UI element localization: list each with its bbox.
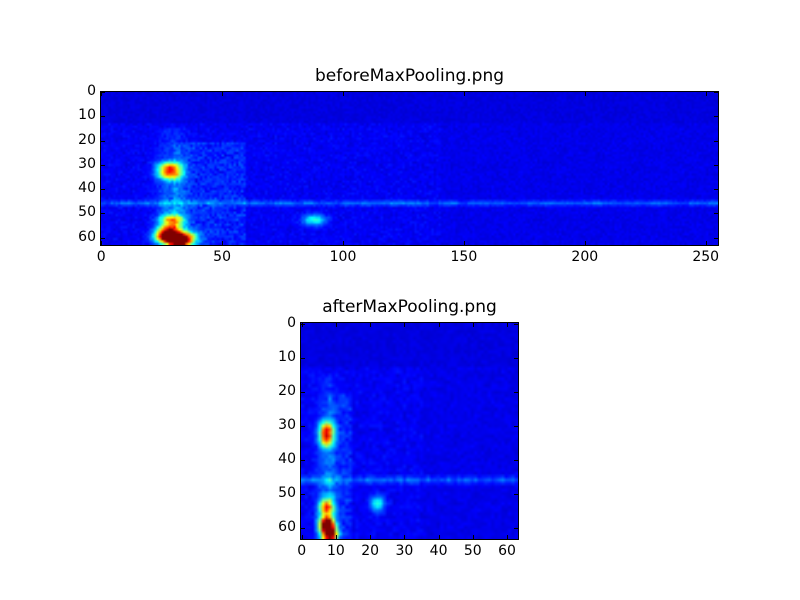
x-tick [335,535,337,540]
heatmap-axes-2 [300,322,519,540]
y-tick-label: 10 [78,107,96,124]
y-tick [714,213,719,215]
y-tick [714,164,719,166]
y-tick-label: 60 [78,228,96,245]
x-tick-label: 200 [571,249,599,265]
y-tick-label: 50 [78,204,96,221]
x-tick-label: 250 [692,249,720,265]
x-tick-label: 50 [463,543,482,559]
heatmap-axes-1 [100,91,719,246]
chart-title: afterMaxPooling.png [322,297,497,317]
x-tick [343,241,344,246]
x-tick [472,535,474,540]
y-tick [300,357,305,359]
x-tick-label: 40 [429,543,448,559]
y-tick [300,494,305,496]
y-tick [100,189,105,191]
x-tick-label: 10 [327,543,345,559]
y-tick [300,528,305,530]
y-tick [714,140,719,142]
x-tick [335,322,337,327]
y-tick [100,116,105,118]
y-tick [100,213,105,215]
x-tick [584,241,586,246]
y-tick-label: 60 [278,519,296,536]
x-tick [438,322,440,327]
x-tick-label: 60 [498,543,516,559]
x-tick [404,535,406,540]
y-tick [514,494,519,496]
y-tick-label: 0 [287,314,296,331]
y-tick [714,116,719,118]
x-tick-label: 0 [297,543,307,559]
y-tick [100,237,105,239]
x-tick [705,91,707,96]
y-tick-label: 30 [278,416,296,433]
x-tick [507,322,509,327]
y-tick [300,391,305,393]
y-tick [514,323,519,325]
x-tick [101,91,103,96]
x-tick [370,322,372,327]
y-tick [300,459,305,461]
y-tick [514,391,519,393]
x-tick-label: 150 [450,249,478,265]
y-tick [100,92,105,94]
y-tick [300,323,305,325]
x-tick [370,535,372,540]
x-tick [404,322,406,327]
x-tick [584,91,586,96]
x-tick [343,91,344,96]
y-tick-label: 50 [278,485,296,502]
y-tick [100,140,105,142]
y-tick [714,237,719,239]
x-tick-label: 100 [329,249,357,265]
y-tick [514,528,519,530]
y-tick [714,92,719,94]
y-tick [100,164,105,166]
y-tick [300,425,305,427]
x-tick [472,322,474,327]
x-tick [222,91,224,96]
y-tick [514,425,519,427]
y-tick-label: 20 [78,131,96,148]
x-tick-label: 0 [96,249,106,265]
y-tick-label: 10 [278,348,296,365]
y-tick [514,357,519,359]
y-tick [514,459,519,461]
y-tick [714,189,719,191]
x-tick-label: 50 [213,249,232,265]
x-tick [301,535,303,540]
x-tick-label: 30 [395,543,414,559]
heatmap-image [101,92,718,245]
heatmap-image [301,323,518,539]
y-tick-label: 20 [278,382,296,399]
x-tick [705,241,707,246]
y-tick-label: 40 [278,450,296,467]
x-tick-label: 20 [361,543,380,559]
y-tick-label: 40 [78,180,96,197]
y-tick-label: 0 [87,83,96,100]
chart-title: beforeMaxPooling.png [314,66,505,86]
x-tick [507,535,509,540]
x-tick [222,241,224,246]
x-tick [463,91,465,96]
x-tick [463,241,465,246]
x-tick [101,241,103,246]
y-tick-label: 30 [78,155,96,172]
x-tick [438,535,440,540]
